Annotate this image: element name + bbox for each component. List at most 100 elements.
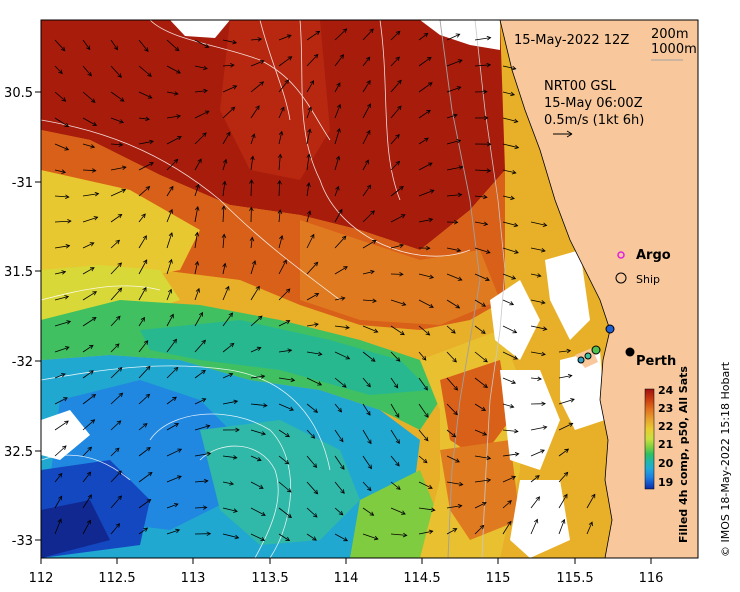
current-vector-head [145, 116, 150, 122]
current-vector-head [373, 328, 379, 333]
current-vector [278, 507, 292, 518]
current-vector-head [93, 216, 99, 221]
current-vector [502, 273, 516, 280]
current-vector-head [201, 369, 206, 375]
current-vector [250, 347, 261, 353]
current-vector-head [230, 63, 235, 68]
current-vector [194, 261, 198, 275]
current-vector-head [395, 30, 401, 36]
current-vector-head [307, 128, 312, 134]
current-vector [110, 316, 121, 327]
current-vector [474, 325, 486, 334]
depth-label-200m: 200m [651, 27, 688, 42]
current-vector-head [541, 351, 546, 357]
x-axis: 112 112.5 113 113.5 114 114.5 115 115.5 … [29, 558, 663, 586]
current-vector [138, 447, 151, 457]
current-vector [334, 156, 340, 171]
current-vector-head [428, 529, 434, 535]
current-vector [194, 232, 198, 249]
current-vector [278, 210, 281, 223]
current-vector [446, 299, 460, 309]
current-vector [250, 375, 265, 379]
current-vector [530, 449, 545, 457]
current-vector [278, 429, 290, 438]
current-vector [390, 186, 404, 197]
current-vector-head [370, 210, 375, 215]
current-vector [306, 323, 319, 327]
current-vector-head [61, 270, 67, 275]
current-vector-head [507, 520, 512, 526]
current-vector [194, 65, 208, 69]
current-vector [194, 158, 202, 171]
current-vector-head [249, 206, 254, 212]
current-vector [418, 189, 435, 197]
current-vector-head [336, 82, 341, 87]
current-vector [138, 186, 150, 197]
current-vector [362, 455, 372, 469]
current-vector-head [570, 398, 575, 403]
current-vector-head [147, 472, 153, 477]
current-vector-head [280, 106, 285, 112]
current-vector-head [458, 165, 464, 170]
current-vector-head [169, 185, 174, 191]
current-vector-head [307, 106, 312, 112]
current-vector [362, 210, 375, 223]
current-vector [278, 455, 289, 465]
current-vector-head [251, 260, 257, 265]
current-vector-head [64, 295, 70, 300]
current-vector-head [423, 32, 429, 38]
current-vector [446, 86, 461, 93]
current-vector [250, 81, 264, 93]
current-vector [474, 299, 486, 307]
current-vector [530, 273, 541, 277]
current-vector-head [514, 144, 520, 150]
current-vector [502, 351, 518, 360]
current-vector-head [256, 346, 262, 351]
current-vector-head [401, 510, 406, 515]
current-vector [250, 286, 260, 301]
current-vector-head [453, 410, 458, 416]
current-vector [362, 507, 374, 516]
current-vector [446, 247, 461, 252]
current-vector [54, 373, 66, 379]
current-vector-head [451, 432, 457, 438]
current-vector [110, 39, 118, 50]
current-vector-head [285, 432, 290, 438]
current-vector-head [143, 340, 149, 345]
current-vector [166, 209, 173, 223]
current-vector [222, 400, 238, 405]
current-vector [166, 259, 172, 275]
current-vector [110, 166, 126, 171]
current-vector-head [483, 89, 488, 94]
current-vector [166, 423, 179, 431]
current-vector-head [567, 373, 573, 379]
current-vector [390, 299, 406, 306]
current-vector-head [204, 110, 210, 115]
current-vector [446, 194, 462, 197]
current-vector-head [142, 286, 147, 292]
depth-label-1000m: 1000m [651, 42, 697, 57]
current-vector-head [65, 194, 70, 199]
current-vector [446, 59, 463, 67]
current-vector-head [117, 214, 123, 219]
current-vector-head [452, 357, 457, 363]
current-vector-head [313, 513, 318, 518]
current-vector-head [396, 485, 401, 490]
current-vector-head [509, 301, 515, 306]
current-vector-head [228, 312, 234, 318]
current-vector [278, 259, 287, 275]
current-vector-head [588, 521, 593, 527]
current-vector [222, 286, 230, 301]
current-vector-head [86, 45, 91, 51]
current-vector [166, 339, 177, 353]
current-vector-head [141, 213, 146, 219]
current-vector-head [58, 495, 63, 501]
current-vector [502, 403, 514, 408]
current-vector [194, 288, 200, 301]
current-vector-head [259, 60, 265, 65]
y-tick: -32 [12, 355, 33, 370]
current-vector-head [315, 30, 321, 36]
current-vector-head [426, 109, 431, 114]
current-vector [558, 448, 569, 457]
colorbar-tick: 22 [658, 420, 673, 433]
